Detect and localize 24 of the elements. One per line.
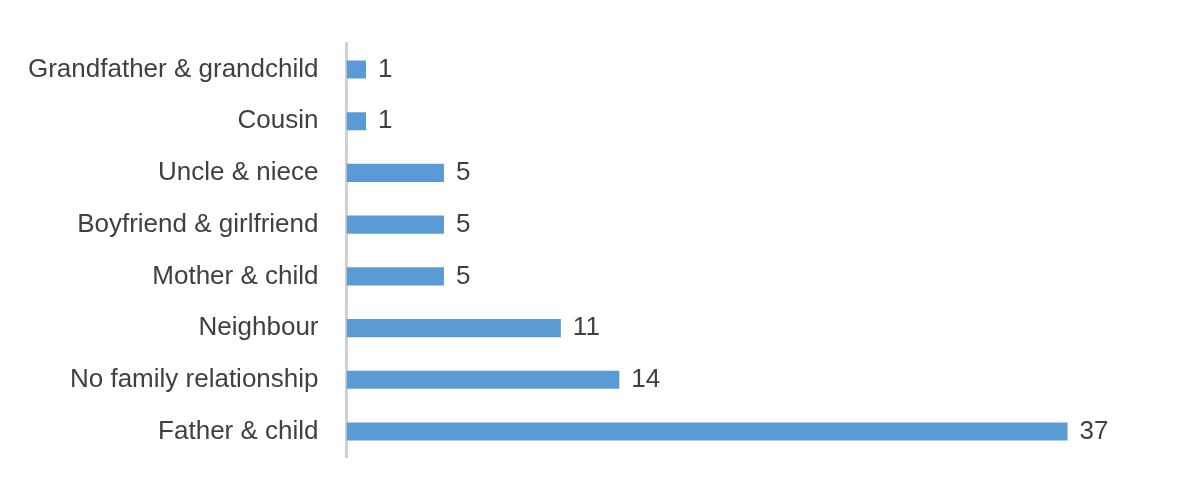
bar bbox=[346, 370, 620, 389]
bar bbox=[346, 215, 444, 234]
y-tick-label: Cousin bbox=[237, 104, 319, 135]
data-label: 5 bbox=[455, 259, 471, 290]
y-tick-label: Boyfriend & girlfriend bbox=[77, 207, 319, 238]
data-label: 1 bbox=[377, 104, 393, 135]
y-tick-label: Grandfather & grandchild bbox=[27, 52, 319, 83]
bar bbox=[346, 60, 366, 79]
y-tick-label: Father & child bbox=[158, 414, 319, 445]
bar bbox=[346, 267, 444, 286]
y-tick-label: Mother & child bbox=[152, 259, 319, 290]
data-label: 5 bbox=[455, 207, 471, 238]
data-label: 14 bbox=[631, 362, 661, 393]
data-label: 11 bbox=[572, 311, 600, 342]
data-label: 1 bbox=[377, 52, 393, 83]
y-tick-label: No family relationship bbox=[69, 362, 319, 393]
bar bbox=[346, 112, 366, 131]
bar bbox=[346, 163, 444, 182]
data-label: 5 bbox=[455, 156, 471, 187]
y-tick-label: Uncle & niece bbox=[158, 156, 319, 187]
y-tick-label: Neighbour bbox=[198, 311, 319, 342]
bar bbox=[346, 319, 561, 338]
bar bbox=[346, 422, 1068, 441]
data-label: 37 bbox=[1079, 414, 1109, 445]
